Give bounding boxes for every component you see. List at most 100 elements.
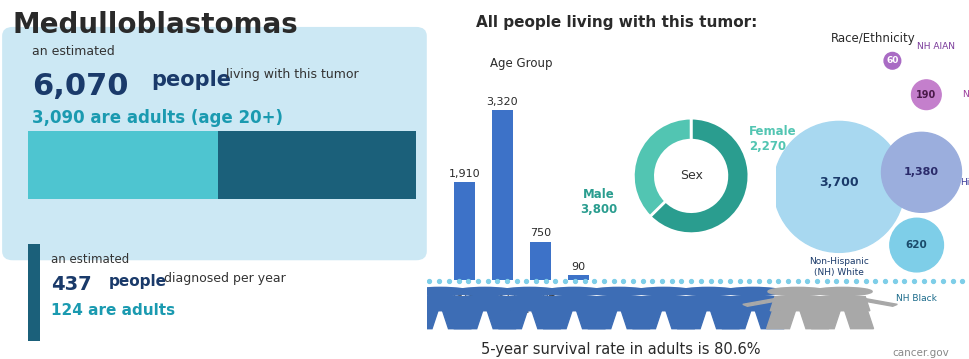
Polygon shape xyxy=(457,297,512,311)
Circle shape xyxy=(678,287,737,296)
Polygon shape xyxy=(726,299,763,306)
FancyBboxPatch shape xyxy=(2,27,426,260)
Text: Male
3,800: Male 3,800 xyxy=(580,188,617,216)
Bar xyxy=(453,182,474,280)
Text: Female
2,270: Female 2,270 xyxy=(748,125,796,153)
Polygon shape xyxy=(543,311,572,329)
Polygon shape xyxy=(680,297,735,311)
Polygon shape xyxy=(620,311,649,329)
Polygon shape xyxy=(815,299,852,306)
Text: 5-year survival rate in adults is 80.6%: 5-year survival rate in adults is 80.6% xyxy=(481,342,760,358)
Text: an estimated: an estimated xyxy=(32,45,114,58)
Polygon shape xyxy=(653,299,689,306)
Text: NH Black: NH Black xyxy=(895,294,936,303)
Polygon shape xyxy=(503,299,540,306)
Polygon shape xyxy=(787,299,824,306)
Polygon shape xyxy=(609,299,644,306)
Polygon shape xyxy=(591,297,645,311)
Circle shape xyxy=(588,287,648,296)
Polygon shape xyxy=(666,311,694,329)
Text: Sex: Sex xyxy=(679,169,702,182)
Polygon shape xyxy=(453,311,483,329)
Polygon shape xyxy=(587,311,616,329)
Text: 1,910: 1,910 xyxy=(448,169,480,179)
Polygon shape xyxy=(810,311,839,329)
Polygon shape xyxy=(769,297,825,311)
Text: people: people xyxy=(151,70,232,90)
Polygon shape xyxy=(770,299,807,306)
Circle shape xyxy=(634,287,693,296)
Polygon shape xyxy=(458,299,494,306)
Text: All people living with this tumor:: All people living with this tumor: xyxy=(476,15,757,30)
Text: Non-Hispanic
(NH) White: Non-Hispanic (NH) White xyxy=(808,257,868,276)
Circle shape xyxy=(723,287,782,296)
Circle shape xyxy=(410,287,470,296)
Text: 3,320: 3,320 xyxy=(486,97,517,107)
Text: diagnosed per year: diagnosed per year xyxy=(164,272,286,285)
Polygon shape xyxy=(547,297,601,311)
Polygon shape xyxy=(742,299,779,306)
Circle shape xyxy=(454,287,515,296)
Circle shape xyxy=(911,80,940,109)
Polygon shape xyxy=(498,311,527,329)
Text: 3,090 are adults (age 20+): 3,090 are adults (age 20+) xyxy=(32,109,283,127)
Polygon shape xyxy=(474,299,511,306)
Polygon shape xyxy=(637,299,673,306)
Text: people: people xyxy=(109,274,167,289)
Circle shape xyxy=(767,287,827,296)
Polygon shape xyxy=(725,297,780,311)
Polygon shape xyxy=(531,311,560,329)
Text: Race/Ethnicity: Race/Ethnicity xyxy=(829,32,915,45)
Circle shape xyxy=(883,52,900,69)
Bar xyxy=(529,242,550,280)
Polygon shape xyxy=(844,311,873,329)
Polygon shape xyxy=(385,299,422,306)
Text: 620: 620 xyxy=(905,240,926,250)
Polygon shape xyxy=(632,311,661,329)
FancyBboxPatch shape xyxy=(28,244,40,341)
Text: Medulloblastomas: Medulloblastomas xyxy=(13,11,298,39)
Circle shape xyxy=(889,218,943,272)
Polygon shape xyxy=(409,311,438,329)
Text: 60: 60 xyxy=(886,56,897,65)
Bar xyxy=(568,275,588,280)
Text: 3,700: 3,700 xyxy=(819,176,858,188)
Polygon shape xyxy=(710,311,738,329)
Polygon shape xyxy=(547,299,584,306)
Polygon shape xyxy=(564,299,600,306)
Polygon shape xyxy=(681,299,718,306)
Polygon shape xyxy=(860,299,896,306)
Polygon shape xyxy=(698,299,734,306)
Text: 6,070: 6,070 xyxy=(32,72,128,101)
Text: 190: 190 xyxy=(916,90,935,100)
Polygon shape xyxy=(502,297,556,311)
FancyBboxPatch shape xyxy=(218,131,416,199)
Wedge shape xyxy=(649,118,748,234)
Text: Age Group: Age Group xyxy=(489,57,552,70)
Polygon shape xyxy=(592,299,629,306)
Polygon shape xyxy=(413,297,467,311)
Polygon shape xyxy=(755,311,783,329)
Text: 90: 90 xyxy=(571,262,585,272)
Polygon shape xyxy=(814,297,869,311)
Polygon shape xyxy=(721,311,750,329)
Circle shape xyxy=(499,287,559,296)
Polygon shape xyxy=(636,297,691,311)
Text: Hispanic: Hispanic xyxy=(959,177,969,187)
Polygon shape xyxy=(576,311,605,329)
Polygon shape xyxy=(518,299,555,306)
Polygon shape xyxy=(676,311,705,329)
Text: 1,380: 1,380 xyxy=(903,167,938,177)
Polygon shape xyxy=(429,299,466,306)
Wedge shape xyxy=(633,118,690,216)
Circle shape xyxy=(881,132,960,212)
Text: NH AIAN: NH AIAN xyxy=(916,42,954,51)
Circle shape xyxy=(812,287,871,296)
Polygon shape xyxy=(766,311,795,329)
Bar xyxy=(491,110,513,280)
Polygon shape xyxy=(799,311,828,329)
Text: living with this tumor: living with this tumor xyxy=(226,68,359,81)
Text: an estimated: an estimated xyxy=(51,253,129,266)
Text: 437: 437 xyxy=(51,275,92,294)
Polygon shape xyxy=(442,311,471,329)
